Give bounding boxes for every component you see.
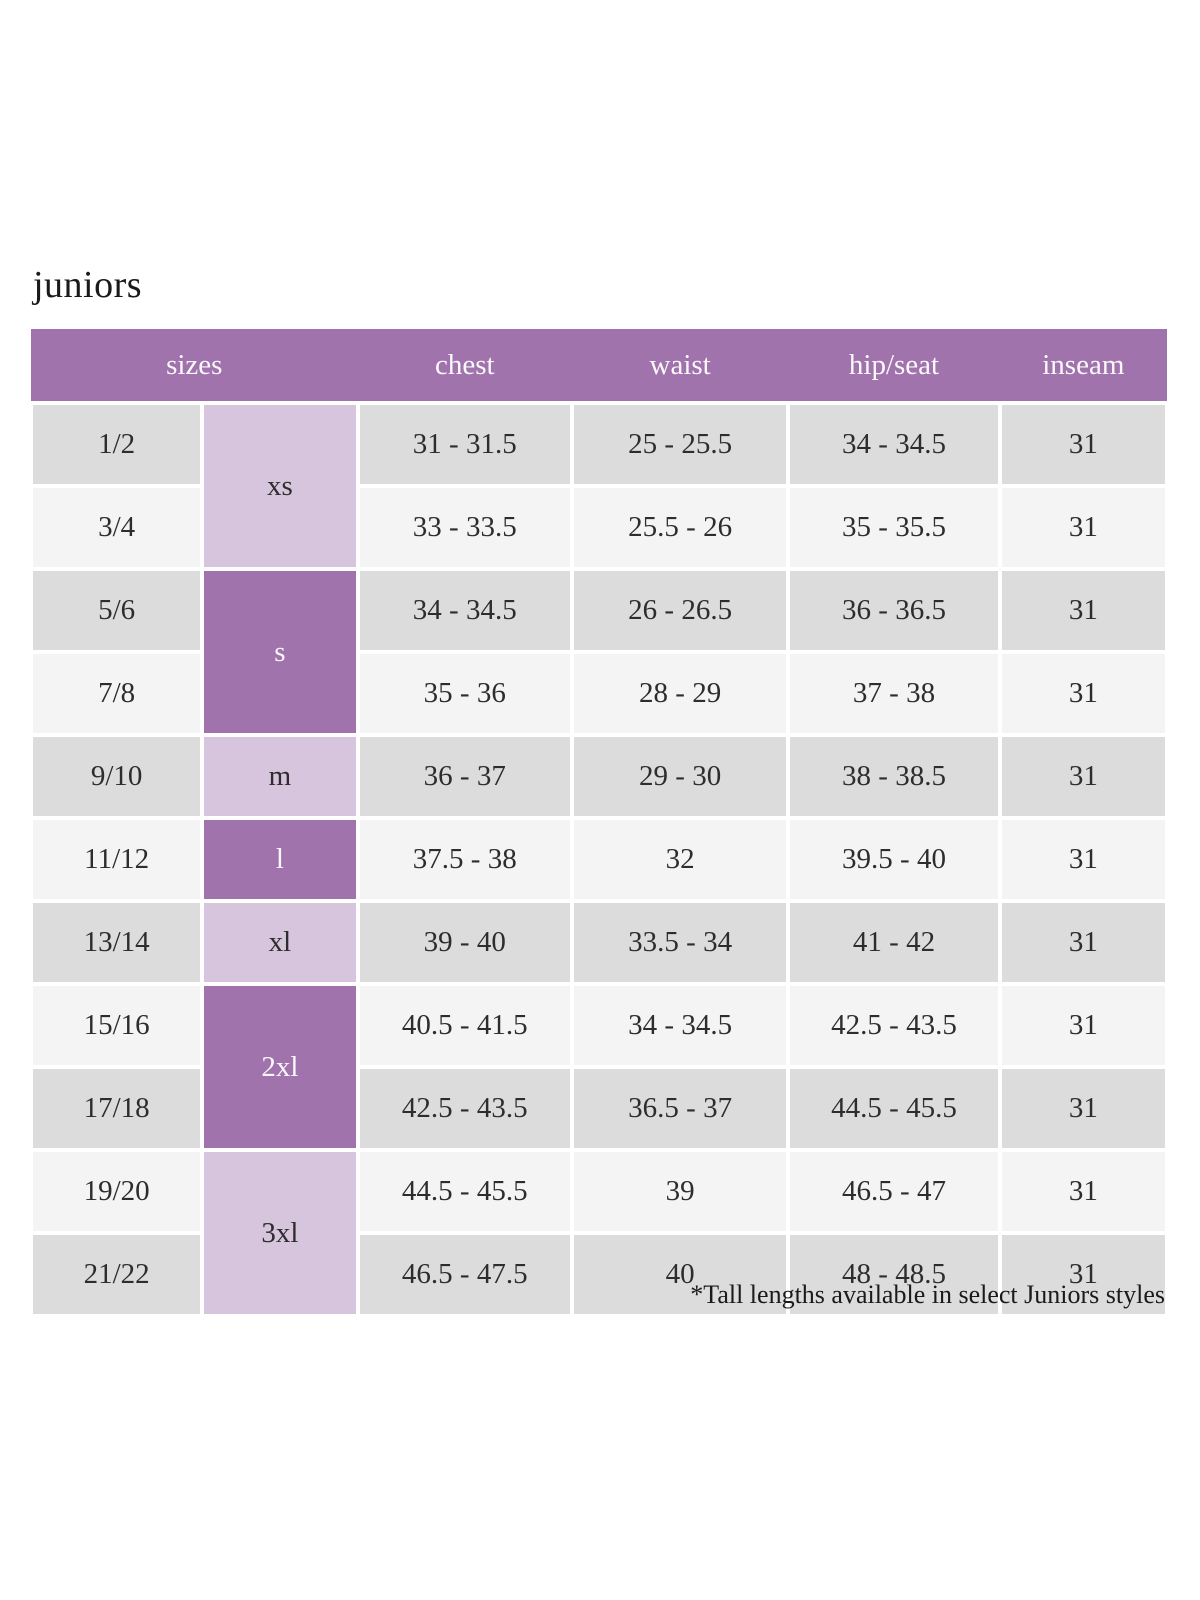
waist-cell: 32 [569, 816, 791, 903]
col-header-hip-seat: hip/seat [788, 329, 1000, 403]
hip-seat-cell: 44.5 - 45.5 [786, 1065, 1002, 1152]
size-letter-cell: 2xl [200, 982, 360, 1152]
waist-cell: 34 - 34.5 [569, 982, 791, 1069]
inseam-cell: 31 [997, 899, 1170, 986]
waist-cell: 25 - 25.5 [569, 401, 791, 488]
size-table-body: 1/2 xs 31 - 31.5 25 - 25.5 34 - 34.5 31 3/4 33 … [28, 401, 1170, 1318]
col-header-inseam: inseam [999, 329, 1167, 403]
size-letter-cell: l [200, 816, 360, 903]
hip-seat-cell: 34 - 34.5 [786, 401, 1002, 488]
hip-seat-cell: 39.5 - 40 [786, 816, 1002, 903]
size-letter-cell: xs [200, 401, 360, 571]
waist-cell: 29 - 30 [569, 733, 791, 820]
chest-cell: 39 - 40 [355, 899, 574, 986]
size-range-cell: 13/14 [28, 899, 205, 986]
table-row: 5/6 s 34 - 34.5 26 - 26.5 36 - 36.5 31 [28, 567, 1170, 737]
inseam-cell: 31 [997, 1231, 1170, 1318]
size-range-cell: 19/20 [28, 1148, 205, 1235]
table-row: 21/22 46.5 - 47.5 40 48 - 48.5 31 [28, 1231, 1170, 1318]
page-title: juniors [33, 264, 143, 306]
table-row: 7/8 35 - 36 28 - 29 37 - 38 31 [28, 650, 1170, 737]
col-header-waist: waist [571, 329, 789, 403]
waist-cell: 26 - 26.5 [569, 567, 791, 654]
table-row: 15/16 2xl 40.5 - 41.5 34 - 34.5 42.5 - 43.5 3… [28, 982, 1170, 1152]
inseam-cell: 31 [997, 484, 1170, 571]
size-range-cell: 1/2 [28, 401, 205, 488]
table-row: 9/10 m 36 - 37 29 - 30 38 - 38.5 31 [28, 733, 1170, 820]
inseam-cell: 31 [997, 401, 1170, 488]
inseam-cell: 31 [997, 650, 1170, 737]
size-range-cell: 9/10 [28, 733, 205, 820]
chest-cell: 36 - 37 [355, 733, 574, 820]
waist-cell: 39 [569, 1148, 791, 1235]
chest-cell: 40.5 - 41.5 [355, 982, 574, 1069]
size-letter-cell: 3xl [200, 1148, 360, 1318]
hip-seat-cell: 46.5 - 47 [786, 1148, 1002, 1235]
size-range-cell: 7/8 [28, 650, 205, 737]
inseam-cell: 31 [997, 1148, 1170, 1235]
size-letter-cell: s [200, 567, 360, 737]
chest-cell: 46.5 - 47.5 [355, 1231, 574, 1318]
size-range-cell: 5/6 [28, 567, 205, 654]
waist-cell: 36.5 - 37 [569, 1065, 791, 1152]
waist-cell: 33.5 - 34 [569, 899, 791, 986]
chest-cell: 37.5 - 38 [355, 816, 574, 903]
chest-cell: 34 - 34.5 [355, 567, 574, 654]
col-header-sizes: sizes [31, 329, 358, 403]
header-row: sizes chest waist hip/seat inseam [31, 329, 1167, 403]
inseam-cell: 31 [997, 816, 1170, 903]
size-range-cell: 21/22 [28, 1231, 205, 1318]
hip-seat-cell: 37 - 38 [786, 650, 1002, 737]
inseam-cell: 31 [997, 1065, 1170, 1152]
hip-seat-cell: 35 - 35.5 [786, 484, 1002, 571]
chest-cell: 31 - 31.5 [355, 401, 574, 488]
table-row: 17/18 42.5 - 43.5 36.5 - 37 44.5 - 45.5 31 [28, 1065, 1170, 1152]
table-row: 3/4 33 - 33.5 25.5 - 26 35 - 35.5 31 [28, 484, 1170, 571]
table-header: sizes chest waist hip/seat inseam [31, 329, 1167, 403]
chest-cell: 44.5 - 45.5 [355, 1148, 574, 1235]
waist-cell: 28 - 29 [569, 650, 791, 737]
waist-cell: 40 [569, 1231, 791, 1318]
hip-seat-cell: 48 - 48.5 [786, 1231, 1002, 1318]
table-row: 11/12 l 37.5 - 38 32 39.5 - 40 31 [28, 816, 1170, 903]
hip-seat-cell: 42.5 - 43.5 [786, 982, 1002, 1069]
hip-seat-cell: 36 - 36.5 [786, 567, 1002, 654]
waist-cell: 25.5 - 26 [569, 484, 791, 571]
inseam-cell: 31 [997, 982, 1170, 1069]
table-row: 19/20 3xl 44.5 - 45.5 39 46.5 - 47 31 [28, 1148, 1170, 1318]
hip-seat-cell: 38 - 38.5 [786, 733, 1002, 820]
hip-seat-cell: 41 - 42 [786, 899, 1002, 986]
size-range-cell: 3/4 [28, 484, 205, 571]
size-letter-cell: m [200, 733, 360, 820]
col-header-chest: chest [357, 329, 572, 403]
table-row: 1/2 xs 31 - 31.5 25 - 25.5 34 - 34.5 31 [28, 401, 1170, 571]
size-range-cell: 17/18 [28, 1065, 205, 1152]
size-letter-cell: xl [200, 899, 360, 986]
chest-cell: 35 - 36 [355, 650, 574, 737]
size-range-cell: 11/12 [28, 816, 205, 903]
size-range-cell: 15/16 [28, 982, 205, 1069]
chest-cell: 33 - 33.5 [355, 484, 574, 571]
table-row: 13/14 xl 39 - 40 33.5 - 34 41 - 42 31 [28, 899, 1170, 986]
chest-cell: 42.5 - 43.5 [355, 1065, 574, 1152]
inseam-cell: 31 [997, 733, 1170, 820]
juniors-size-table: sizes chest waist hip/seat inseam 1/2 xs 3… [28, 329, 1170, 1318]
inseam-cell: 31 [997, 567, 1170, 654]
footnote: *Tall lengths available in select Junior… [690, 1280, 1165, 1309]
